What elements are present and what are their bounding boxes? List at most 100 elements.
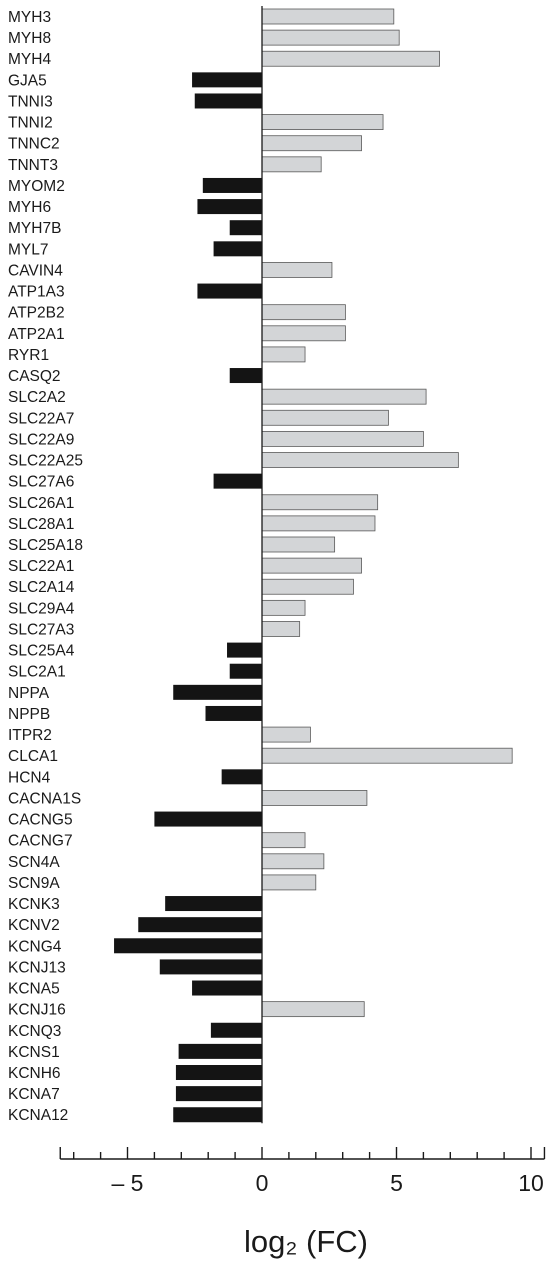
gene-label: MYH7B: [8, 220, 61, 237]
gene-label: SLC22A1: [8, 558, 74, 575]
bar-kcng4: [114, 938, 262, 953]
gene-label: SCN4A: [8, 854, 60, 871]
bar-myh6: [197, 199, 262, 214]
bar-tnni3: [195, 93, 262, 108]
bar-slc22a25: [262, 453, 458, 468]
gene-label: MYH4: [8, 51, 51, 68]
x-axis-title: log₂ (FC): [244, 1224, 368, 1259]
gene-label: CACNG7: [8, 833, 73, 850]
bar-tnnt3: [262, 157, 321, 172]
gene-label: SLC26A1: [8, 495, 74, 512]
gene-label: ATP1A3: [8, 284, 65, 301]
gene-labels: MYH3 MYH8 MYH4 GJA5 TNNI3 TNNI2 TNNC2 TNNT3 MYOM…: [8, 9, 83, 1124]
bar-kcnv2: [138, 917, 262, 932]
bar-cacng5: [154, 812, 262, 827]
gene-label: SLC22A25: [8, 453, 83, 470]
bar-myh8: [262, 30, 399, 45]
gene-label: SLC2A2: [8, 389, 66, 406]
gene-label: SLC22A7: [8, 410, 74, 427]
x-axis: – 5 0 5 10: [60, 1147, 544, 1196]
bar-slc22a9: [262, 431, 423, 446]
gene-label: KCNQ3: [8, 1023, 61, 1040]
gene-label: NPPB: [8, 706, 50, 723]
bar-slc27a6: [214, 474, 262, 489]
bar-atp2a1: [262, 326, 345, 341]
bar-slc22a1: [262, 558, 362, 573]
gene-label: CLCA1: [8, 748, 58, 765]
gene-label: ITPR2: [8, 727, 52, 744]
gene-label: KCNJ13: [8, 959, 66, 976]
gene-label: SLC27A3: [8, 621, 74, 638]
gene-label: NPPA: [8, 685, 50, 702]
bar-nppb: [206, 706, 262, 721]
bar-hcn4: [222, 769, 262, 784]
bar-slc26a1: [262, 495, 378, 510]
bar-itpr2: [262, 727, 310, 742]
gene-label: CACNG5: [8, 812, 73, 829]
gene-label: MYH8: [8, 30, 51, 47]
gene-label: TNNC2: [8, 136, 60, 153]
bar-slc25a18: [262, 537, 335, 552]
gene-label: KCNJ16: [8, 1002, 66, 1019]
bar-clca1: [262, 748, 512, 763]
gene-label: TNNT3: [8, 157, 58, 174]
gene-label: ATP2A1: [8, 326, 65, 343]
bar-kcna5: [192, 981, 262, 996]
bar-myom2: [203, 178, 262, 193]
bar-slc2a14: [262, 579, 353, 594]
bar-cavin4: [262, 262, 332, 277]
bar-gja5: [192, 72, 262, 87]
gene-label: KCNA5: [8, 981, 60, 998]
bar-kcnj16: [262, 1002, 364, 1017]
gene-label: KCNS1: [8, 1044, 60, 1061]
x-tick-label: 0: [256, 1170, 269, 1196]
gene-label: MYOM2: [8, 178, 65, 195]
bar-myh4: [262, 51, 440, 66]
bar-tnni2: [262, 115, 383, 130]
bar-kcnk3: [165, 896, 262, 911]
bar-kcns1: [179, 1044, 262, 1059]
gene-label: KCNK3: [8, 896, 60, 913]
bar-nppa: [173, 685, 262, 700]
gene-label: SLC2A1: [8, 664, 66, 681]
x-axis-ticks: – 5 0 5 10: [60, 1147, 544, 1196]
bars-layer: [114, 9, 512, 1122]
bar-cacng7: [262, 833, 305, 848]
gene-label: SCN9A: [8, 875, 60, 892]
bar-kcna12: [173, 1107, 262, 1122]
bar-myl7: [214, 241, 262, 256]
gene-label: MYH3: [8, 9, 51, 26]
bar-slc25a4: [227, 643, 262, 658]
bar-scn9a: [262, 875, 316, 890]
bar-slc28a1: [262, 516, 375, 531]
gene-label: CACNA1S: [8, 790, 81, 807]
gene-label: SLC29A4: [8, 600, 75, 617]
bar-slc22a7: [262, 410, 388, 425]
bar-slc29a4: [262, 600, 305, 615]
gene-label: GJA5: [8, 72, 47, 89]
gene-label: MYL7: [8, 241, 49, 258]
bar-scn4a: [262, 854, 324, 869]
gene-label: SLC28A1: [8, 516, 74, 533]
gene-label: SLC22A9: [8, 431, 74, 448]
gene-label: SLC27A6: [8, 474, 74, 491]
gene-label: SLC2A14: [8, 579, 75, 596]
gene-label: SLC25A4: [8, 643, 75, 660]
bar-slc2a2: [262, 389, 426, 404]
bar-slc2a1: [230, 664, 262, 679]
bar-kcna7: [176, 1086, 262, 1101]
bar-myh3: [262, 9, 394, 24]
gene-label: KCNA12: [8, 1107, 68, 1124]
gene-label: RYR1: [8, 347, 49, 364]
gene-label: MYH6: [8, 199, 51, 216]
bar-kcnh6: [176, 1065, 262, 1080]
x-tick-label: – 5: [112, 1170, 144, 1196]
gene-label: CAVIN4: [8, 262, 63, 279]
bar-kcnj13: [160, 959, 262, 974]
bar-myh7b: [230, 220, 262, 235]
x-tick-label: 10: [518, 1170, 544, 1196]
gene-label: HCN4: [8, 769, 51, 786]
gene-label: SLC25A18: [8, 537, 83, 554]
bar-tnnc2: [262, 136, 362, 151]
